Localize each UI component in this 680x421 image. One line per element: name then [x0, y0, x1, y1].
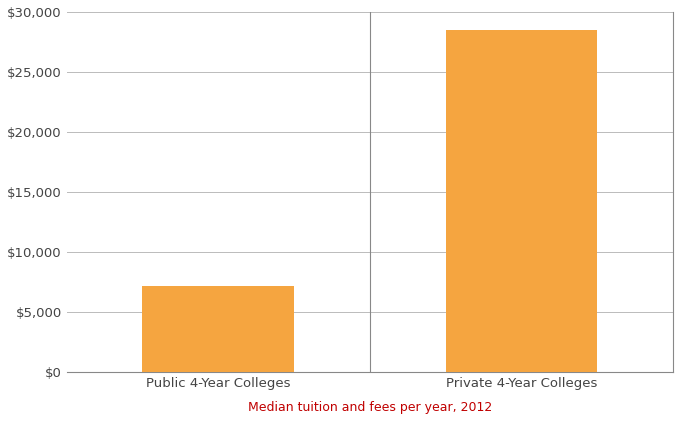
Bar [142, 286, 294, 372]
X-axis label: Median tuition and fees per year, 2012: Median tuition and fees per year, 2012 [248, 401, 492, 414]
Bar [445, 30, 597, 372]
